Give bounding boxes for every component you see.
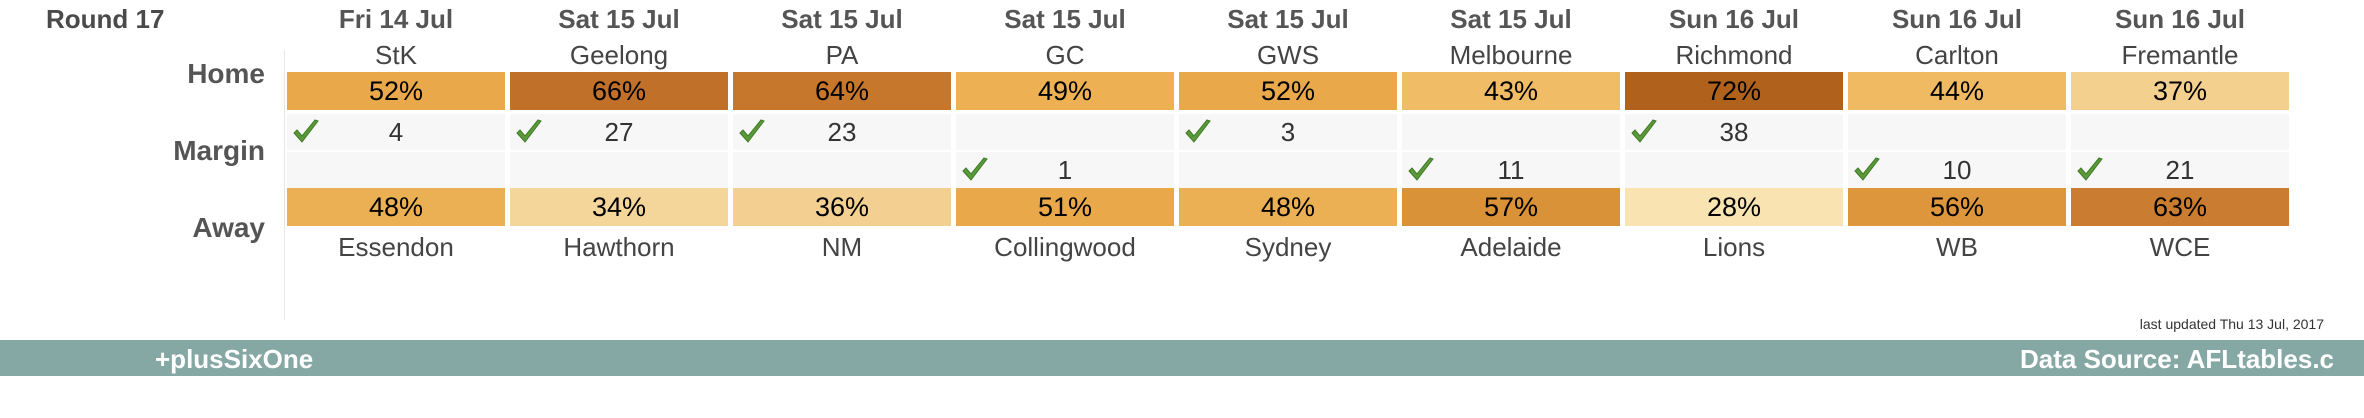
game-column: Sun 16 Jul Richmond 72% 38 28% Lions bbox=[1625, 0, 1843, 270]
home-team: GWS bbox=[1256, 40, 1320, 70]
footer-brand[interactable]: +plusSixOne bbox=[155, 344, 314, 374]
game-column: Sat 15 Jul GWS 52% 3 48% Sydney bbox=[1179, 0, 1397, 270]
predicted-margin: 10 bbox=[1942, 155, 1972, 185]
check-icon bbox=[514, 117, 544, 147]
margin-row-bg bbox=[1625, 152, 1843, 188]
home-team: Melbourne bbox=[1449, 40, 1573, 70]
away-team: Adelaide bbox=[1460, 232, 1562, 262]
margin-row-bg bbox=[510, 152, 728, 188]
margin-row-bg bbox=[733, 114, 951, 150]
predicted-margin: 23 bbox=[827, 117, 857, 147]
away-team: Hawthorn bbox=[563, 232, 675, 262]
game-column: Sun 16 Jul Fremantle 37% 21 63% WCE bbox=[2071, 0, 2289, 270]
margin-row-bg bbox=[510, 114, 728, 150]
round-title: Round 17 bbox=[46, 4, 165, 34]
game-date: Fri 14 Jul bbox=[338, 4, 454, 34]
game-date: Sat 15 Jul bbox=[1227, 4, 1349, 34]
margin-row-bg bbox=[1179, 152, 1397, 188]
home-team: Fremantle bbox=[2121, 40, 2239, 70]
game-column: Sun 16 Jul Carlton 44% 10 56% WB bbox=[1848, 0, 2066, 270]
away-team: Lions bbox=[1702, 232, 1766, 262]
game-column: Fri 14 Jul StK 52% 4 48% Essendon bbox=[287, 0, 505, 270]
home-team: Richmond bbox=[1675, 40, 1793, 70]
away-probability-bar: 57% bbox=[1402, 188, 1620, 226]
margin-row-bg bbox=[956, 114, 1174, 150]
game-date: Sat 15 Jul bbox=[781, 4, 903, 34]
away-probability-bar: 56% bbox=[1848, 188, 2066, 226]
home-probability-bar: 44% bbox=[1848, 72, 2066, 110]
predicted-margin: 21 bbox=[2165, 155, 2195, 185]
check-icon bbox=[1852, 155, 1882, 185]
game-date: Sun 16 Jul bbox=[2114, 4, 2246, 34]
away-row-label: Away bbox=[192, 212, 265, 243]
predicted-margin: 3 bbox=[1280, 117, 1296, 147]
game-date: Sat 15 Jul bbox=[1004, 4, 1126, 34]
away-team: WB bbox=[1936, 232, 1978, 262]
home-probability-bar: 72% bbox=[1625, 72, 1843, 110]
away-probability-bar: 48% bbox=[1179, 188, 1397, 226]
away-team: NM bbox=[821, 232, 863, 262]
home-team: StK bbox=[375, 40, 417, 70]
away-probability-bar: 63% bbox=[2071, 188, 2289, 226]
check-icon bbox=[737, 117, 767, 147]
away-team: Essendon bbox=[338, 232, 454, 262]
check-icon bbox=[2075, 155, 2105, 185]
margin-row-bg bbox=[1848, 114, 2066, 150]
margin-row-bg bbox=[1848, 152, 2066, 188]
game-column: Sat 15 Jul Geelong 66% 27 34% Hawthorn bbox=[510, 0, 728, 270]
home-probability-bar: 52% bbox=[287, 72, 505, 110]
home-probability-bar: 37% bbox=[2071, 72, 2289, 110]
margin-row-bg bbox=[1625, 114, 1843, 150]
check-icon bbox=[291, 117, 321, 147]
home-team: GC bbox=[1045, 40, 1085, 70]
margin-row-label: Margin bbox=[173, 135, 265, 166]
away-probability-bar: 48% bbox=[287, 188, 505, 226]
margin-row-bg bbox=[1402, 114, 1620, 150]
margin-row-bg bbox=[2071, 152, 2289, 188]
margin-row-bg bbox=[287, 152, 505, 188]
margin-row-bg bbox=[956, 152, 1174, 188]
check-icon bbox=[1183, 117, 1213, 147]
predicted-margin: 38 bbox=[1719, 117, 1749, 147]
predicted-margin: 27 bbox=[604, 117, 634, 147]
last-updated: last updated Thu 13 Jul, 2017 bbox=[2139, 316, 2324, 332]
away-probability-bar: 51% bbox=[956, 188, 1174, 226]
margin-row-bg bbox=[733, 152, 951, 188]
game-column: Sat 15 Jul PA 64% 23 36% NM bbox=[733, 0, 951, 270]
predicted-margin: 4 bbox=[388, 117, 404, 147]
margin-row-bg bbox=[1402, 152, 1620, 188]
home-probability-bar: 49% bbox=[956, 72, 1174, 110]
footer-bar: +plusSixOne Data Source: AFLtables.c bbox=[0, 340, 2364, 376]
away-probability-bar: 34% bbox=[510, 188, 728, 226]
game-column: Sat 15 Jul GC 49% 1 51% Collingwood bbox=[956, 0, 1174, 270]
home-team: Geelong bbox=[569, 40, 669, 70]
footer-data-source[interactable]: Data Source: AFLtables.c bbox=[2020, 344, 2335, 374]
check-icon bbox=[1629, 117, 1659, 147]
home-probability-bar: 52% bbox=[1179, 72, 1397, 110]
home-row-label: Home bbox=[187, 58, 265, 89]
game-date: Sat 15 Jul bbox=[558, 4, 680, 34]
home-probability-bar: 43% bbox=[1402, 72, 1620, 110]
game-date: Sun 16 Jul bbox=[1668, 4, 1800, 34]
predicted-margin: 11 bbox=[1497, 155, 1525, 185]
predicted-margin: 1 bbox=[1057, 155, 1073, 185]
margin-row-bg bbox=[1179, 114, 1397, 150]
game-date: Sun 16 Jul bbox=[1891, 4, 2023, 34]
away-team: WCE bbox=[2149, 232, 2211, 262]
home-team: PA bbox=[825, 40, 859, 70]
home-probability-bar: 66% bbox=[510, 72, 728, 110]
away-team: Collingwood bbox=[994, 232, 1136, 262]
game-column: Sat 15 Jul Melbourne 43% 11 57% Adelaide bbox=[1402, 0, 1620, 270]
away-probability-bar: 28% bbox=[1625, 188, 1843, 226]
away-probability-bar: 36% bbox=[733, 188, 951, 226]
game-date: Sat 15 Jul bbox=[1450, 4, 1572, 34]
margin-row-bg bbox=[2071, 114, 2289, 150]
home-probability-bar: 64% bbox=[733, 72, 951, 110]
check-icon bbox=[960, 155, 990, 185]
check-icon bbox=[1406, 155, 1436, 185]
home-team: Carlton bbox=[1915, 40, 1999, 70]
margin-row-bg bbox=[287, 114, 505, 150]
away-team: Sydney bbox=[1244, 232, 1332, 262]
axis-line bbox=[284, 50, 285, 320]
